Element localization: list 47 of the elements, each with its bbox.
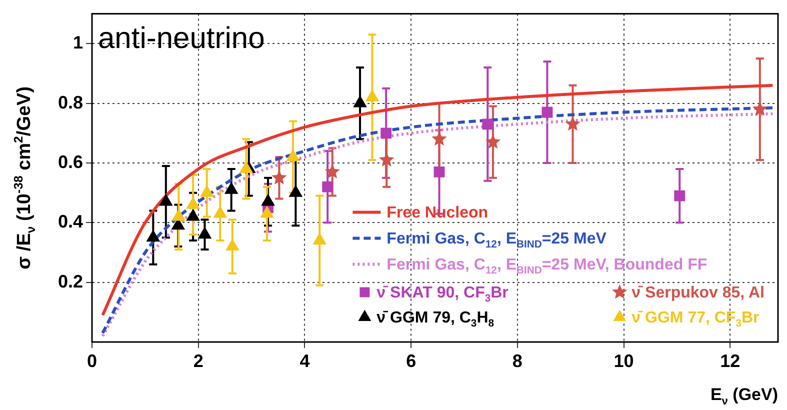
point xyxy=(224,182,238,194)
x-tick-label: 8 xyxy=(512,350,522,371)
x-tick-label: 10 xyxy=(614,350,634,371)
y-tick-label: 0.8 xyxy=(58,92,83,112)
point xyxy=(272,170,287,184)
y-tick-label: 0.6 xyxy=(58,152,83,172)
chart-title: anti-neutrino xyxy=(98,22,265,55)
point xyxy=(565,116,580,131)
y-tick-label: 0.2 xyxy=(58,271,83,292)
point xyxy=(434,166,445,178)
x-tick-label: 0 xyxy=(86,350,98,371)
point xyxy=(260,206,274,218)
point xyxy=(313,233,326,245)
y-axis-title: σ /Eν (10-38 cm2/GeV) xyxy=(11,86,38,270)
point xyxy=(322,181,334,192)
point xyxy=(172,209,186,221)
point xyxy=(674,190,686,202)
y-tick-label: 1 xyxy=(72,32,83,53)
point xyxy=(752,101,768,116)
point xyxy=(379,152,394,166)
point xyxy=(198,227,212,239)
point xyxy=(240,161,253,173)
point xyxy=(226,239,239,251)
x-tick-label: 12 xyxy=(720,350,740,371)
legend-label: Free Nucleon xyxy=(386,204,488,222)
point xyxy=(485,134,501,149)
point xyxy=(214,206,227,218)
legend-label: ν̄ Serpukov 85, Al xyxy=(632,284,764,302)
point xyxy=(542,106,553,118)
point xyxy=(146,230,160,242)
point xyxy=(159,194,172,206)
point xyxy=(261,194,275,206)
x-tick-label: 2 xyxy=(193,350,204,371)
point xyxy=(324,164,340,178)
y-tick-label: 0.4 xyxy=(58,212,83,232)
x-tick-label: 6 xyxy=(406,350,416,371)
point xyxy=(353,96,367,108)
point xyxy=(380,128,392,139)
x-tick-label: 4 xyxy=(300,350,310,371)
point xyxy=(432,131,447,146)
point xyxy=(289,185,302,197)
point xyxy=(286,150,300,162)
point xyxy=(366,90,379,102)
point xyxy=(482,118,494,130)
point xyxy=(200,185,214,197)
point xyxy=(186,197,200,209)
point xyxy=(186,209,200,221)
